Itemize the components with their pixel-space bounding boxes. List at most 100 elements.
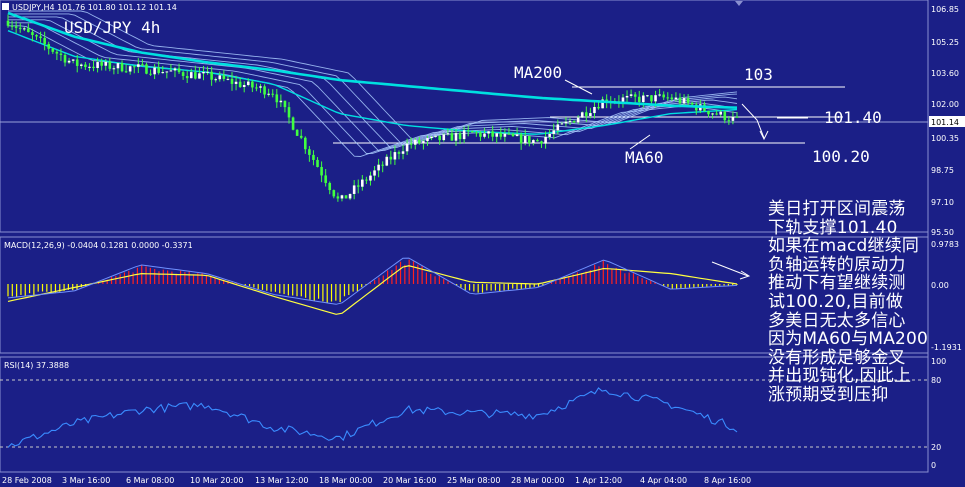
candle-body (483, 133, 486, 137)
candle-body (564, 121, 568, 124)
candle-body (153, 67, 156, 75)
note-line: 多美日无太多信心 (768, 310, 906, 331)
candle-body (328, 182, 332, 191)
candle-body (96, 62, 99, 69)
macd-header: MACD(12,26,9) -0.0404 0.1281 0.0000 -0.3… (4, 241, 193, 250)
candle-body (727, 120, 731, 122)
candle-body (678, 97, 682, 104)
candle-body (454, 133, 458, 141)
candle-body (409, 143, 413, 145)
candle-body (633, 94, 637, 97)
candle-body (662, 94, 665, 98)
candle-body (320, 166, 323, 176)
candle-body (458, 133, 462, 140)
candle-body (267, 93, 270, 95)
candle-body (580, 112, 584, 118)
time-tick: 20 Mar 16:00 (383, 476, 436, 485)
candle-body (462, 130, 466, 140)
rsi-tick: 0 (931, 461, 936, 470)
candle-body (393, 152, 397, 160)
candle-body (295, 129, 299, 136)
chart-title: USD/JPY 4h (64, 18, 160, 37)
candle-body (735, 116, 739, 118)
ma60-label: MA60 (625, 148, 664, 167)
candle-body (430, 136, 433, 139)
candle-body (59, 53, 63, 55)
time-axis: 28 Feb 2008 3 Mar 16:00 6 Mar 08:00 10 M… (2, 476, 751, 485)
candle-body (601, 99, 604, 109)
candle-body (532, 140, 535, 144)
ma-ribbon-line (8, 13, 738, 146)
ma200-line (7, 11, 738, 109)
price-tick: 106.85 (931, 5, 959, 14)
candle-body (356, 185, 360, 187)
candle-body (27, 28, 30, 33)
candle-body (470, 131, 474, 133)
candle-body (491, 131, 494, 137)
time-tick: 13 Mar 12:00 (255, 476, 308, 485)
candle-body (650, 95, 653, 102)
scroll-marker-icon[interactable] (735, 1, 743, 6)
candle-body (336, 196, 340, 199)
candle-body (568, 120, 572, 122)
candle-body (271, 93, 275, 95)
candle-body (324, 175, 327, 183)
ma200-pointer (564, 79, 593, 95)
candle-body (418, 139, 421, 144)
note-line: 并出现钝化,因此上 (768, 366, 912, 387)
candle-body (63, 54, 67, 63)
candle-body (487, 131, 490, 134)
candle-body (88, 66, 91, 68)
candle-body (589, 113, 592, 117)
candle-body (560, 123, 564, 125)
macd-tick: 0.00 (931, 281, 949, 290)
ma-ribbon (7, 10, 738, 157)
candle-body (434, 135, 437, 137)
candle-body (666, 97, 670, 99)
candle-body (177, 68, 181, 73)
candle-body (438, 135, 441, 141)
candle-body (503, 133, 507, 137)
candle-body (426, 138, 429, 142)
candle-body (690, 102, 694, 105)
time-tick: 25 Mar 08:00 (447, 476, 500, 485)
candle-body (475, 132, 478, 134)
time-tick: 3 Mar 16:00 (62, 476, 110, 485)
candle-body (279, 100, 283, 103)
candle-body (92, 66, 95, 69)
ma60-pointer (629, 134, 651, 150)
macd-panel[interactable] (0, 236, 929, 354)
macd-arrowhead-icon (739, 270, 751, 280)
candle-body (35, 35, 38, 37)
rsi-axis: 100 80 20 0 (931, 357, 946, 470)
candle-body (218, 75, 222, 80)
candle-body (344, 195, 348, 199)
macd-main-line (7, 257, 738, 305)
candle-body (222, 75, 226, 79)
ma-ribbon-line (8, 19, 738, 152)
time-tick: 28 Feb 2008 (2, 476, 52, 485)
candle-body (401, 151, 405, 154)
candle-body (132, 66, 136, 68)
candle-body (572, 120, 576, 123)
candle-body (104, 61, 108, 66)
price-tick: 98.75 (931, 166, 954, 175)
symbol-menu-icon[interactable] (2, 3, 9, 10)
candle-body (405, 143, 409, 152)
candle-body (291, 117, 295, 130)
rsi-panel[interactable] (0, 356, 929, 473)
candle-body (189, 72, 193, 79)
price-tick: 100.35 (931, 134, 959, 143)
candle-body (731, 116, 735, 121)
rsi-line (7, 387, 738, 448)
candle-body (246, 81, 250, 86)
candle-body (10, 25, 14, 27)
price-panel[interactable] (0, 0, 929, 233)
current-price-badge (929, 116, 965, 127)
candle-body (381, 164, 384, 166)
price-tick: 102.00 (931, 100, 959, 109)
candle-body (536, 140, 539, 142)
candle-body (141, 64, 144, 66)
price-tick: 95.50 (931, 228, 954, 237)
